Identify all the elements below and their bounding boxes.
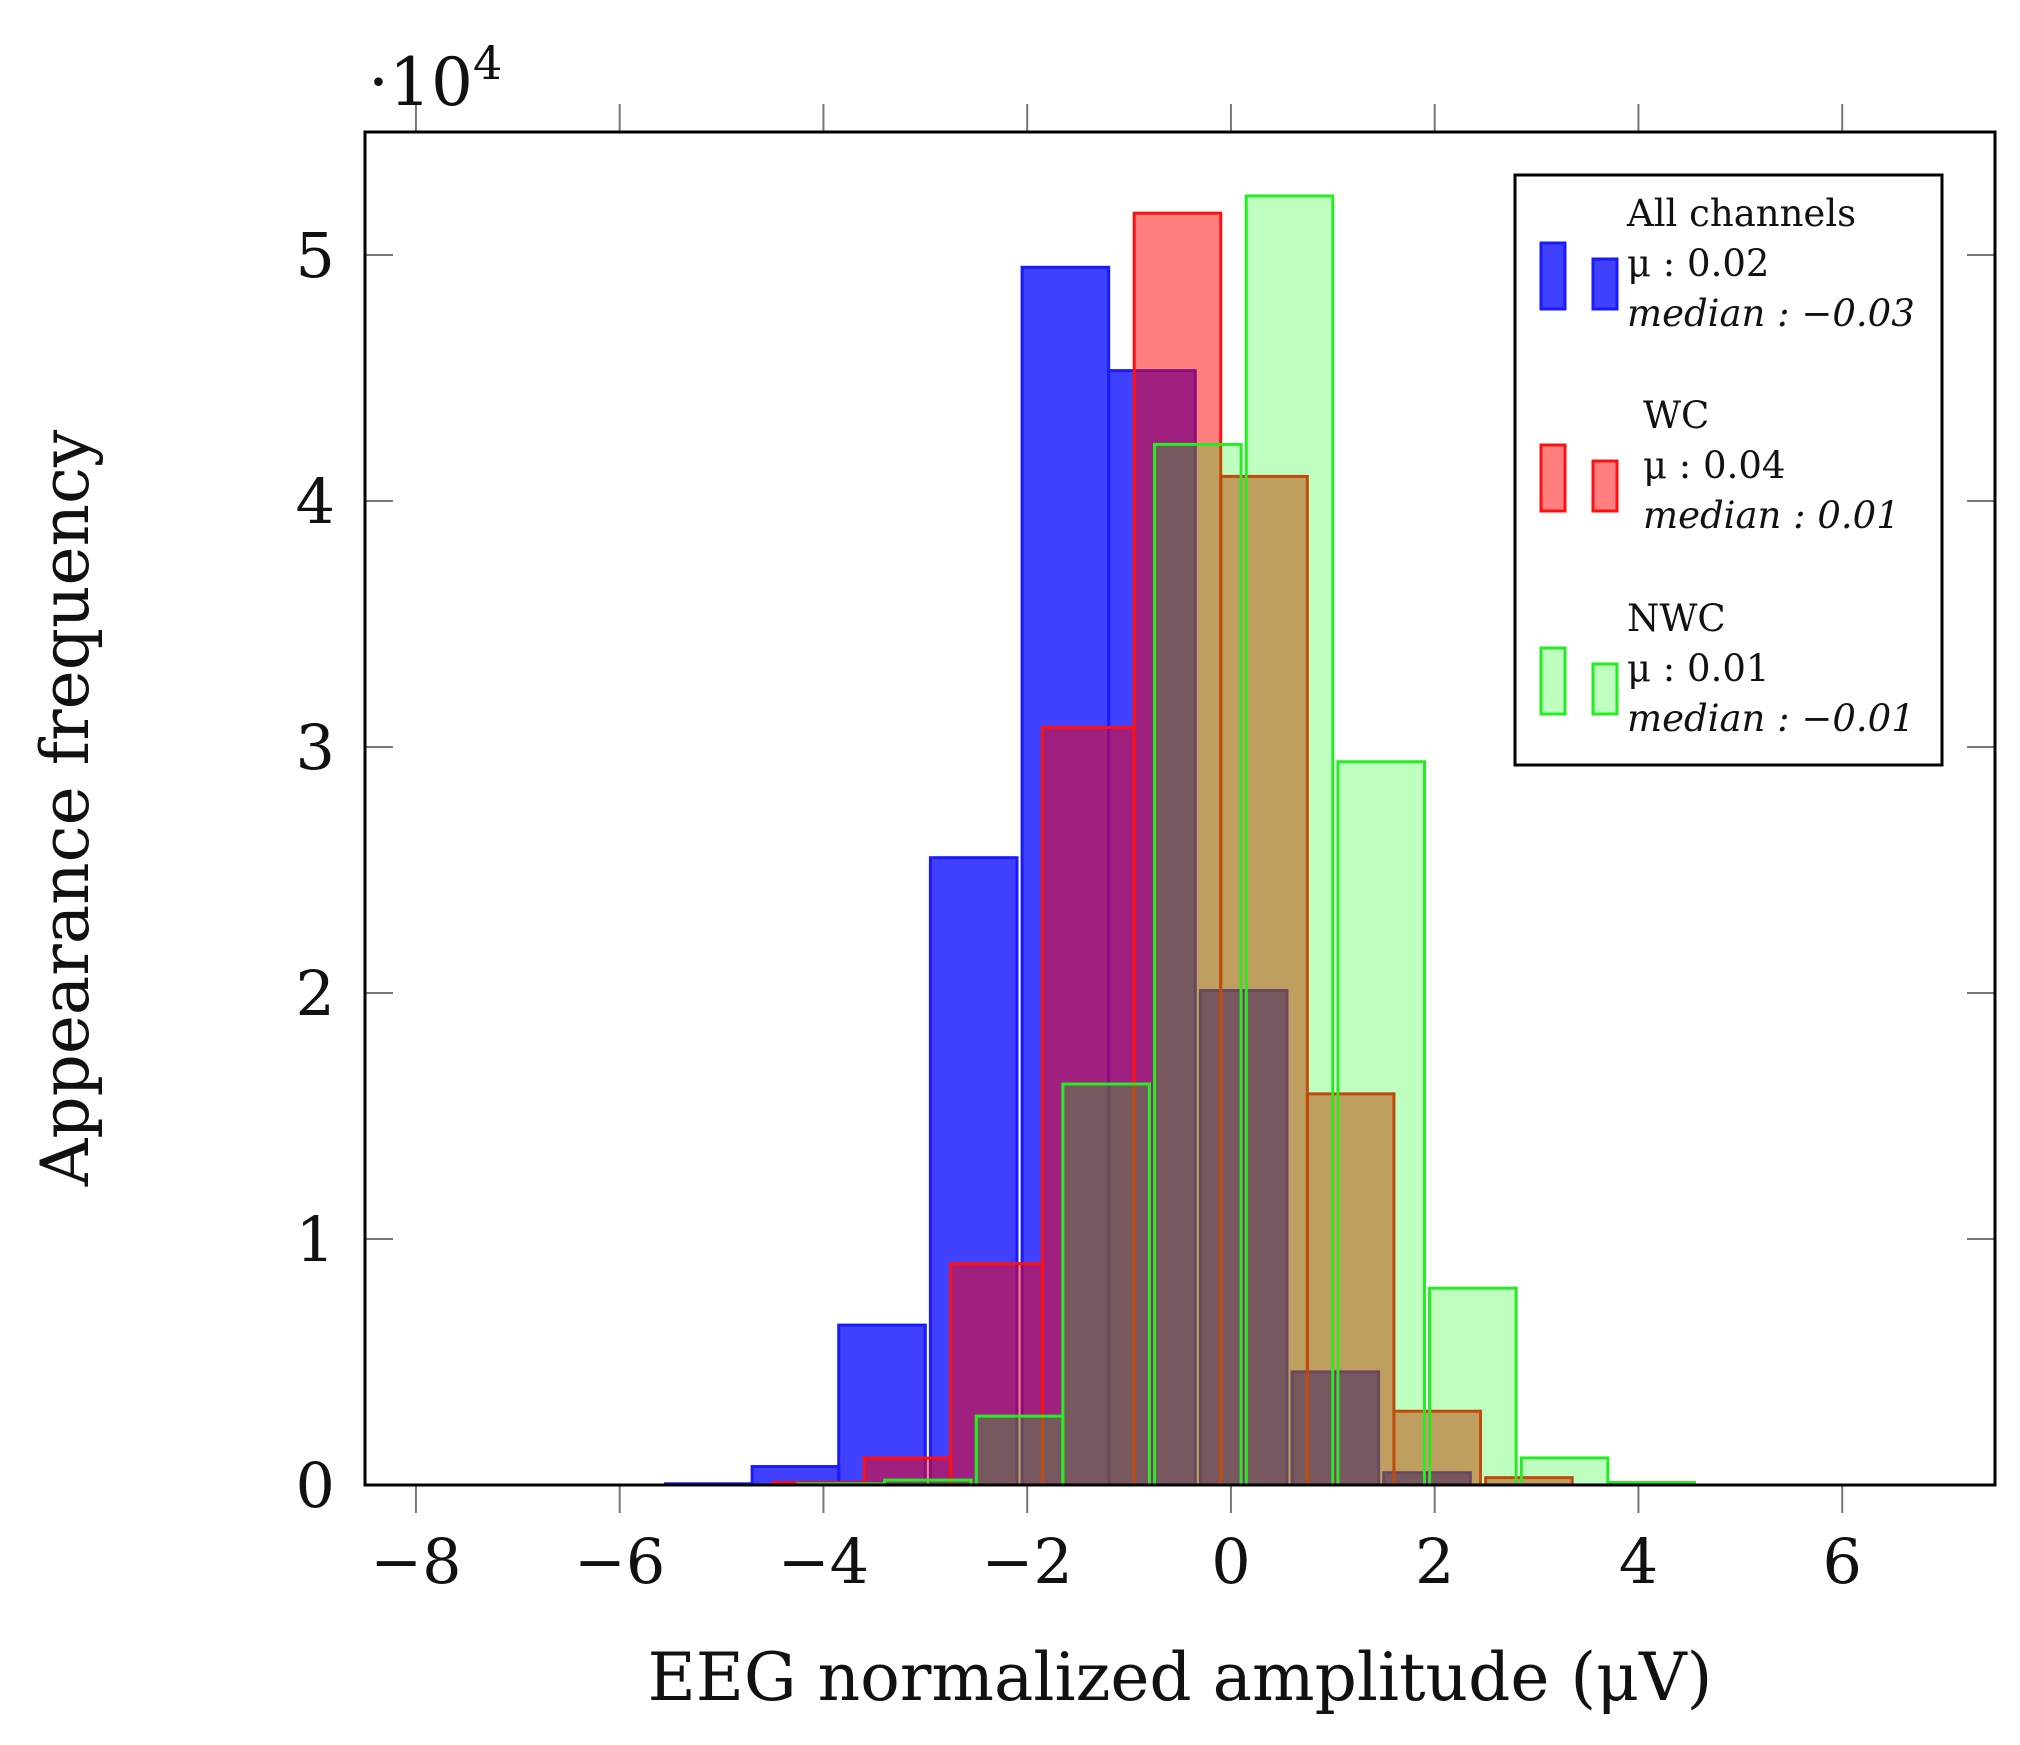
legend-swatch	[1539, 646, 1567, 716]
histogram-bar	[949, 1262, 1044, 1487]
histogram-bar	[1305, 1092, 1396, 1487]
legend-entry: NWC μ : 0.01 median : −0.01	[1539, 597, 1915, 740]
legend-entry: All channels μ : 0.02 median : −0.03	[1539, 192, 1915, 335]
legend-box	[1513, 173, 1944, 767]
x-tick-label: −4	[778, 1525, 869, 1598]
y-tick-label: 2	[296, 957, 335, 1030]
legend-swatch	[1539, 241, 1567, 311]
legend-text-line: median : 0.01	[1643, 494, 1900, 537]
histogram-bar	[1153, 442, 1243, 1487]
legend-swatch	[1539, 443, 1567, 513]
y-tick-label: 5	[296, 219, 335, 292]
legend-text-line: All channels	[1626, 192, 1856, 235]
legend-text-line: μ : 0.01	[1627, 647, 1769, 690]
legend-text-line: NWC	[1627, 597, 1726, 640]
legend-entries: All channels μ : 0.02 median : −0.03 WC μ : …	[1539, 192, 1915, 740]
histogram-bar	[1244, 194, 1335, 1487]
histogram-bar	[1428, 1286, 1518, 1487]
legend-swatch-small	[1591, 459, 1619, 513]
x-tick-label: 4	[1619, 1525, 1658, 1598]
x-axis-label: EEG normalized amplitude (μV)	[648, 1639, 1713, 1716]
tick-marks	[365, 104, 1995, 1513]
x-tick-labels: −8 −6 −4 −2 0 2 4 6	[370, 1525, 1862, 1598]
x-tick-label: 6	[1822, 1525, 1861, 1598]
x-tick-label: −2	[981, 1525, 1072, 1598]
legend-entry: WC μ : 0.04 median : 0.01	[1539, 394, 1900, 537]
y-tick-labels: 0 1 2 3 4 5	[296, 219, 335, 1522]
histogram-bar	[1519, 1456, 1610, 1487]
legend-swatch-small	[1591, 257, 1619, 311]
y-tick-label: 3	[296, 711, 335, 784]
legend-text-line: μ : 0.02	[1627, 242, 1769, 285]
y-tick-label: 1	[296, 1203, 335, 1276]
y-tick-label: 0	[296, 1449, 335, 1522]
x-tick-label: 2	[1415, 1525, 1454, 1598]
legend-text-line: WC	[1643, 394, 1709, 437]
x-tick-label: −6	[574, 1525, 665, 1598]
y-tick-label: 4	[296, 465, 335, 538]
legend-text-line: μ : 0.04	[1643, 444, 1785, 487]
y-axis-multiplier: ·104	[368, 36, 502, 121]
legend: All channels μ : 0.02 median : −0.03 WC μ : …	[1513, 173, 1944, 767]
legend-text-line: median : −0.03	[1627, 292, 1915, 335]
legend-text-line: median : −0.01	[1627, 697, 1915, 740]
x-tick-label: 0	[1211, 1525, 1250, 1598]
legend-swatch-small	[1591, 662, 1619, 716]
histogram-bar	[1336, 760, 1426, 1487]
histogram-bar	[1392, 1409, 1483, 1487]
plot-area-frame	[363, 130, 1997, 1487]
histogram-bar	[1061, 1082, 1151, 1487]
x-tick-label: −8	[370, 1525, 461, 1598]
histogram-bar	[974, 1414, 1065, 1487]
y-axis-label: Appearance frequency	[27, 429, 104, 1187]
histogram-bar	[1040, 725, 1136, 1487]
histogram-bar	[1219, 474, 1309, 1487]
